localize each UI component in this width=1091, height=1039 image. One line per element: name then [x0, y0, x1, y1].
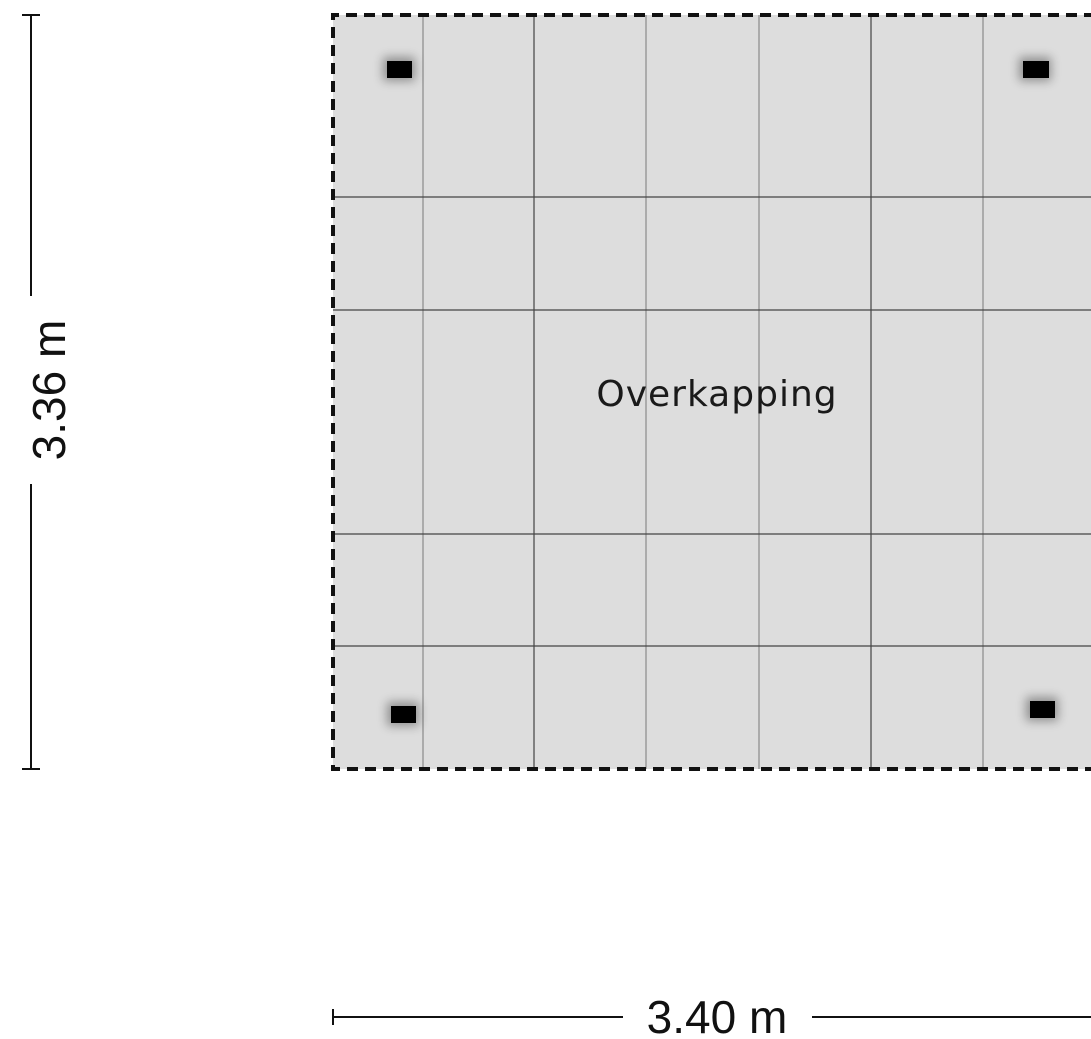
height-dimension: [22, 14, 40, 770]
room-label: Overkapping: [596, 374, 837, 415]
tile-grid: [333, 15, 1091, 769]
height-dimension-label: 3.36 m: [23, 320, 75, 461]
post-bottom-right: [1026, 697, 1058, 721]
room-floor: [333, 15, 1091, 769]
post-top-right: [1019, 57, 1051, 81]
room-dashed-outline: [331, 13, 1091, 771]
width-dimension-label: 3.40 m: [647, 991, 788, 1039]
room-overkapping: Overkapping: [331, 13, 1091, 771]
post-bottom-left: [387, 702, 419, 726]
width-dimension: [332, 1009, 1091, 1025]
post-top-left: [383, 57, 415, 81]
